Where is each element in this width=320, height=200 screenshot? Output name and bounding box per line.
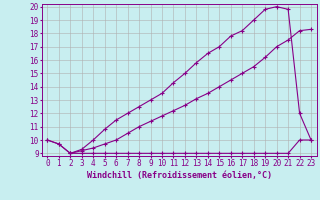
X-axis label: Windchill (Refroidissement éolien,°C): Windchill (Refroidissement éolien,°C) xyxy=(87,171,272,180)
